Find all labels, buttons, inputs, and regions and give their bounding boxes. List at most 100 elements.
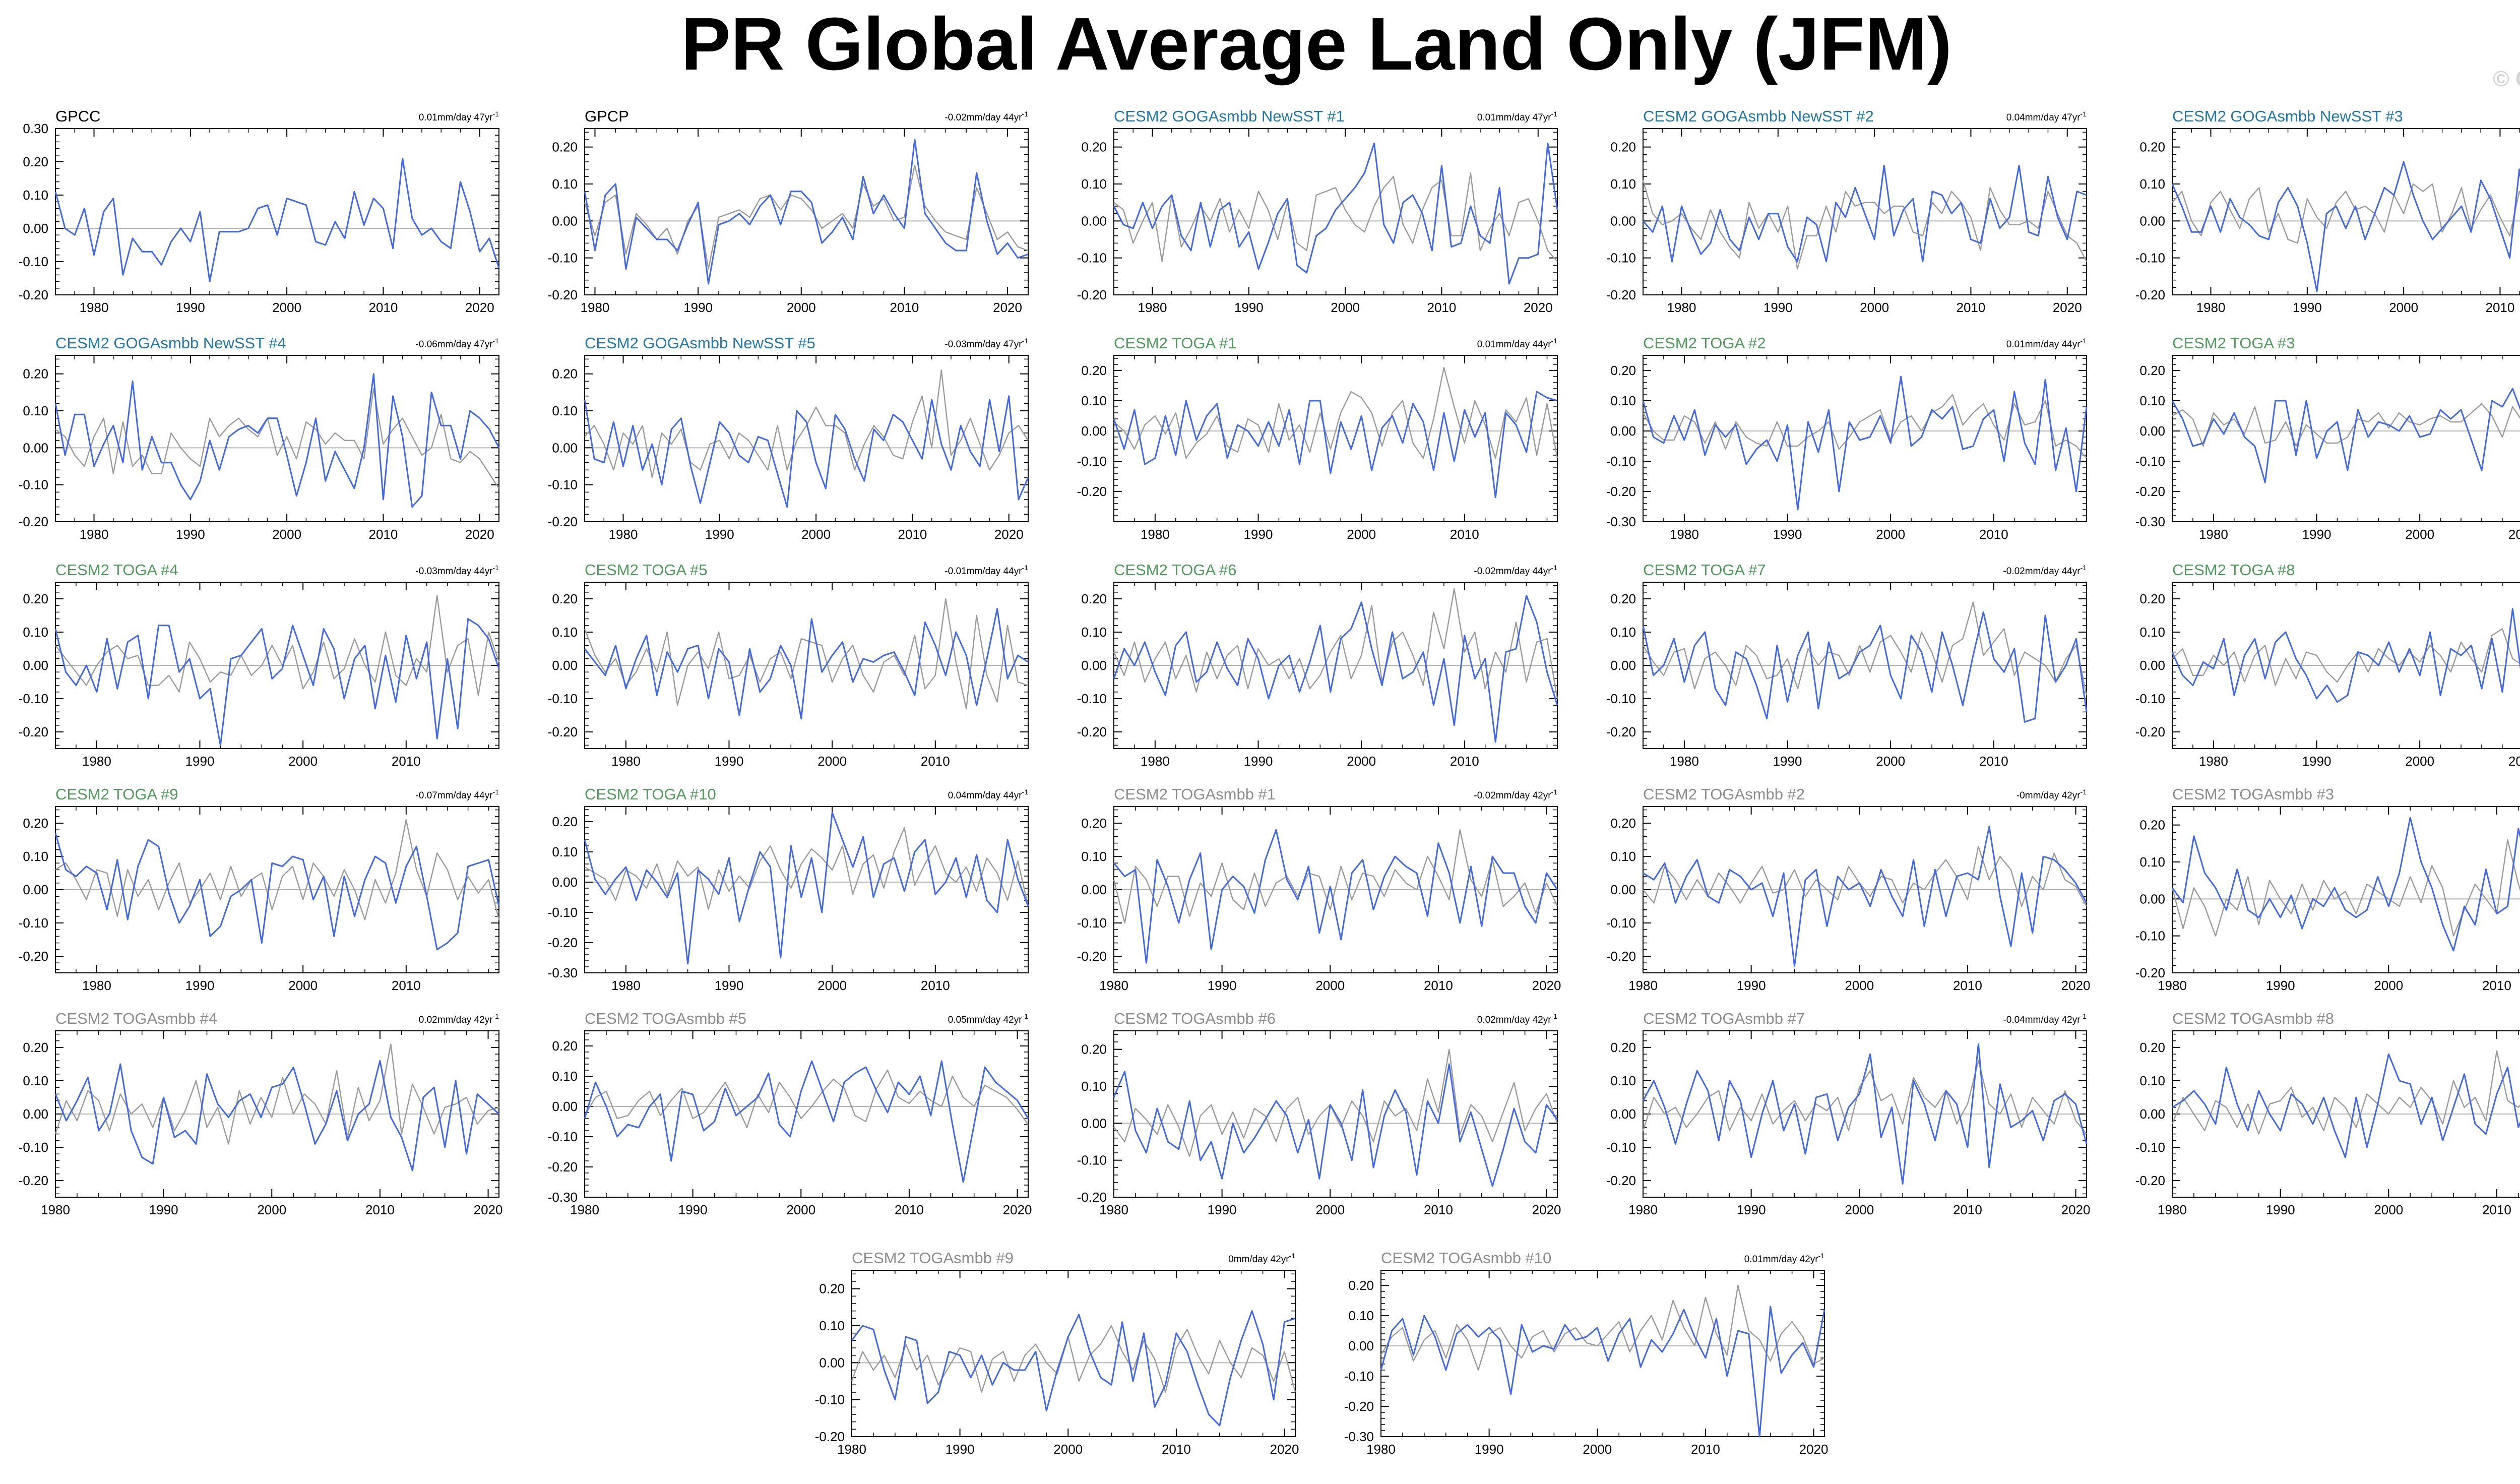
y-tick-label: 0.10 <box>552 844 578 859</box>
x-tick-label: 2020 <box>994 527 1024 542</box>
x-tick-label: 2000 <box>1053 1442 1083 1457</box>
chart-svg: CESM2 TOGAsmbb #8-0.05mm/day 42yr-119801… <box>2135 1010 2520 1217</box>
x-tick-label: 2020 <box>1799 1442 1829 1457</box>
plot-frame <box>1380 1270 1825 1437</box>
panel-title: CESM2 TOGA #7 <box>1643 561 1766 579</box>
x-tick-label: 2010 <box>921 978 950 993</box>
y-tick-label: 0.10 <box>23 188 48 203</box>
x-tick-label: 1990 <box>1208 978 1237 993</box>
y-tick-label: -0.20 <box>19 724 48 739</box>
y-tick-label: 0.10 <box>1348 1308 1374 1323</box>
y-tick-label: 0.10 <box>23 1073 48 1088</box>
y-tick-label: -0.20 <box>1606 724 1636 739</box>
x-tick-label: 2000 <box>1347 527 1376 542</box>
y-tick-label: 0.20 <box>1081 140 1107 155</box>
y-tick-label: -0.10 <box>1344 1369 1374 1384</box>
x-tick-label: 2000 <box>1315 1202 1345 1217</box>
x-tick-label: 1980 <box>1099 1202 1128 1217</box>
chart-panel: CESM2 TOGAsmbb #3-0.01mm/day 42yr-119801… <box>2112 785 2520 1012</box>
series-line-main <box>2171 608 2520 703</box>
chart-panel: CESM2 TOGA #2 0.01mm/day 44yr-1 1980 1990 20… <box>1583 334 2112 561</box>
y-tick-label: 0.00 <box>1081 882 1107 897</box>
panel-title: CESM2 TOGAsmbb #2 <box>1643 785 1805 803</box>
y-tick-label: 0.00 <box>23 440 48 455</box>
y-tick-label: 0.10 <box>2139 625 2165 640</box>
plot-frame <box>1113 128 1558 295</box>
chart-panel: CESM2 TOGA #1 0.01mm/day 44yr-1 1980 1990 20… <box>1053 334 1583 561</box>
x-tick-label: 2010 <box>2508 754 2520 769</box>
x-tick-label: 2020 <box>2053 300 2082 315</box>
chart-svg: CESM2 GOGAsmbb NewSST #4 -0.06mm/day 47yr… <box>19 334 500 542</box>
x-tick-label: 1980 <box>570 1202 599 1217</box>
y-tick-label: -0.20 <box>2135 484 2165 499</box>
x-tick-label: 2010 <box>1427 300 1457 315</box>
x-tick-label: 2000 <box>786 1202 815 1217</box>
x-tick-label: 1990 <box>1244 527 1273 542</box>
x-tick-label: 2010 <box>2482 978 2511 993</box>
x-tick-label: 1990 <box>1737 978 1766 993</box>
chart-panel: CESM2 GOGAsmbb NewSST #3-0mm/day 47yr-11… <box>2112 107 2520 334</box>
chart-svg: CESM2 TOGA #6 -0.02mm/day 44yr-1 1980 1990 2… <box>1077 561 1558 769</box>
x-tick-label: 1980 <box>1667 300 1696 315</box>
plot-frame <box>1643 355 2087 522</box>
series-line-main <box>1113 142 1558 285</box>
y-tick-label: 0.20 <box>1610 140 1636 155</box>
x-tick-label: 2010 <box>2486 300 2515 315</box>
y-tick-label: -0.10 <box>2135 929 2165 944</box>
y-tick-label: -0.10 <box>1077 1153 1107 1168</box>
x-tick-label: 2000 <box>1876 754 1905 769</box>
x-tick-label: 2010 <box>1979 527 2008 542</box>
series-line-reference <box>1113 366 1558 459</box>
y-tick-label: 0.10 <box>1610 625 1636 640</box>
y-tick-label: -0.10 <box>548 1129 578 1144</box>
plot-frame <box>55 355 499 522</box>
y-tick-label: 0.10 <box>819 1318 845 1333</box>
trend-label: 0.01mm/day 44yr-1 <box>2006 337 2087 350</box>
x-tick-label: 1980 <box>837 1442 866 1457</box>
chart-svg: CESM2 GOGAsmbb NewSST #2 0.04mm/day 47yr-… <box>1606 107 2088 315</box>
chart-panel: CESM2 TOGA #9 -0.07mm/day 44yr-1 1980 1990 2… <box>0 785 524 1012</box>
x-tick-label: 1990 <box>2266 1202 2295 1217</box>
y-tick-label: 0.00 <box>1610 1106 1636 1122</box>
series-line-reference <box>584 369 1029 478</box>
series-line-main <box>1642 164 2087 263</box>
y-tick-label: 0.00 <box>23 221 48 236</box>
plot-frame <box>1643 128 2087 295</box>
series-line-reference <box>55 388 500 489</box>
series-line-reference <box>1113 172 1558 263</box>
chart-panel: CESM2 TOGAsmbb #10 0.01mm/day 42yr-1 1980 1… <box>1320 1249 1850 1476</box>
series-line-main <box>1642 376 2088 511</box>
watermark: © CVDP-LE <box>2493 67 2520 91</box>
series-line-main <box>2171 161 2520 292</box>
y-tick-label: 0.20 <box>1610 816 1636 831</box>
x-tick-label: 2000 <box>272 300 301 315</box>
y-tick-label: -0.20 <box>1077 287 1107 302</box>
panel-title: CESM2 TOGA #4 <box>55 561 178 579</box>
y-tick-label: -0.10 <box>19 254 48 269</box>
y-tick-label: 0.10 <box>552 403 578 418</box>
y-tick-label: 0.10 <box>1610 176 1636 192</box>
y-tick-label: -0.10 <box>2135 691 2165 706</box>
y-tick-label: -0.20 <box>1077 1190 1107 1205</box>
trend-label: 0.01mm/day 47yr-1 <box>419 110 499 123</box>
y-tick-label: -0.10 <box>19 477 48 492</box>
chart-panel: CESM2 TOGAsmbb #8-0.05mm/day 42yr-119801… <box>2112 1010 2520 1236</box>
y-tick-label: -0.20 <box>2135 724 2165 739</box>
x-tick-label: 1990 <box>1475 1442 1504 1457</box>
x-tick-label: 2010 <box>392 754 421 769</box>
chart-panel: CESM2 TOGAsmbb #5 0.05mm/day 42yr-1 1980 19… <box>524 1010 1053 1236</box>
series-line-main <box>2171 817 2520 952</box>
chart-svg: CESM2 TOGA #7 -0.02mm/day 44yr-1 1980 1990 2… <box>1606 561 2088 769</box>
chart-svg: CESM2 TOGAsmbb #5 0.05mm/day 42yr-1 1980 19… <box>548 1010 1032 1217</box>
x-tick-label: 1980 <box>80 300 109 315</box>
trend-label: 0.02mm/day 42yr-1 <box>1477 1012 1557 1025</box>
series-line-main <box>584 812 1029 965</box>
panel-title: CESM2 GOGAsmbb NewSST #1 <box>1114 107 1345 125</box>
series-line-reference <box>1642 180 2088 270</box>
panel-title: CESM2 GOGAsmbb NewSST #4 <box>55 334 286 352</box>
y-tick-label: 0.10 <box>552 1069 578 1084</box>
x-tick-label: 1980 <box>611 754 641 769</box>
x-tick-label: 2000 <box>2374 978 2403 993</box>
x-tick-label: 2000 <box>1347 754 1376 769</box>
series-line-main <box>2172 1053 2520 1158</box>
